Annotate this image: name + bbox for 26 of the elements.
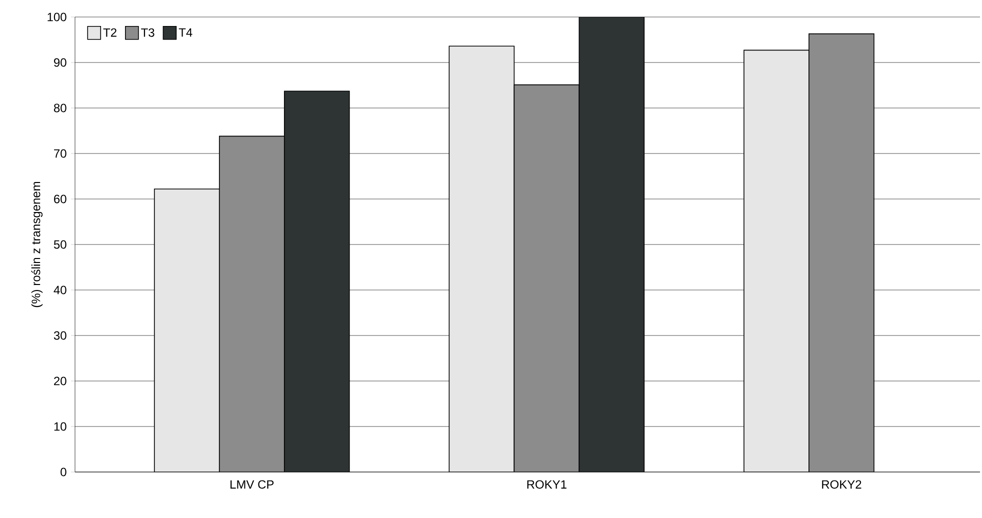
y-tick-label: 10 xyxy=(54,422,66,431)
y-tick-label: 60 xyxy=(54,194,66,204)
bar xyxy=(448,46,515,472)
legend-label: T3 xyxy=(141,28,154,37)
y-tick-label: 70 xyxy=(54,149,66,158)
bar xyxy=(744,50,810,472)
y-tick-label: 40 xyxy=(54,286,66,294)
bar xyxy=(154,188,220,472)
y-tick-label: 30 xyxy=(54,331,66,340)
y-tick-label: 0 xyxy=(60,468,66,476)
bar xyxy=(808,33,874,472)
x-tick-label: ROKY1 xyxy=(527,480,566,489)
y-tick-label: 20 xyxy=(54,376,66,386)
y-tick-label: 90 xyxy=(54,58,66,67)
legend-label: T2 xyxy=(103,28,116,37)
y-tick-label: 100 xyxy=(48,12,66,22)
bar xyxy=(284,90,350,472)
y-tick-label: 50 xyxy=(54,240,66,249)
bar xyxy=(578,16,645,472)
x-tick-label: LMV CP xyxy=(230,480,274,489)
y-axis-title: (%) roślin z transgenem xyxy=(31,182,43,308)
legend-label: T4 xyxy=(178,28,192,37)
x-tick-label: ROKY2 xyxy=(822,480,862,489)
bar xyxy=(514,84,580,472)
bar xyxy=(218,136,285,472)
y-tick-label: 80 xyxy=(54,104,66,112)
